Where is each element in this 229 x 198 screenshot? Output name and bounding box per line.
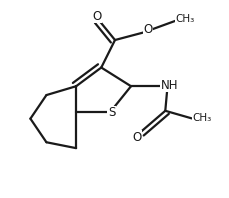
Text: O: O	[143, 23, 152, 36]
Text: CH₃: CH₃	[191, 113, 211, 123]
Text: O: O	[92, 10, 101, 23]
Text: S: S	[107, 106, 115, 119]
Text: NH: NH	[160, 79, 177, 92]
Text: O: O	[131, 131, 141, 144]
Text: CH₃: CH₃	[175, 14, 194, 24]
